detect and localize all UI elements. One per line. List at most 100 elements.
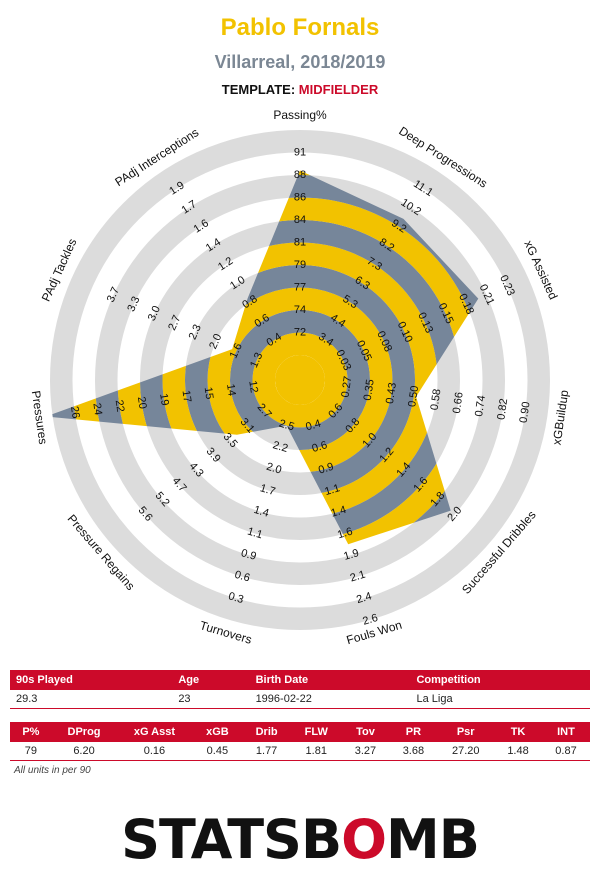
stats-header-6: Tov (341, 722, 390, 742)
axis-label-0: Passing% (273, 108, 327, 122)
tick-label-9-6: 3.3 (125, 295, 142, 314)
radar-band-0 (252, 332, 348, 428)
stats-header-8: Psr (437, 722, 495, 742)
radar-band-1 (230, 310, 370, 450)
tick-label-8-1: 14 (224, 383, 238, 397)
radar-chart: 727477798184868891Passing%3.44.45.36.37.… (29, 108, 572, 645)
template-value: MIDFIELDER (298, 82, 379, 97)
tick-label-0-5: 84 (294, 214, 306, 226)
stats-header-1: DProg (51, 722, 117, 742)
stats-header-row: P% DProg xG Asst xGB Drib FLW Tov PR Psr TK INT (10, 722, 590, 742)
tick-label-6-2: 2.0 (265, 461, 283, 477)
tick-label-3-6: 0.74 (473, 395, 488, 418)
tick-label-3-8: 0.90 (518, 401, 533, 424)
stats-header-4: Drib (242, 722, 291, 742)
tick-label-3-1: 0.35 (362, 379, 377, 402)
template-label: TEMPLATE: (221, 82, 296, 97)
stats-value-6: 3.27 (341, 742, 390, 761)
info-value-3: La Liga (410, 690, 590, 709)
tick-label-9-2: 2.0 (207, 332, 224, 351)
radar-center (275, 355, 325, 405)
stats-value-row: 79 6.20 0.16 0.45 1.77 1.81 3.27 3.68 27.20 1.48 0… (10, 742, 590, 761)
tick-label-9-5: 3.0 (146, 304, 163, 323)
stats-header-3: xGB (192, 722, 243, 742)
tick-label-8-6: 22 (113, 399, 127, 413)
tick-label-3-3: 0.50 (406, 385, 421, 408)
info-header-0: 90s Played (10, 670, 173, 690)
tick-label-5-5: 1.6 (336, 525, 354, 541)
tick-label-9-7: 3.7 (105, 285, 122, 304)
stats-value-3: 0.45 (192, 742, 243, 761)
info-value-2: 1996-02-22 (249, 690, 411, 709)
info-value-1: 23 (172, 690, 250, 709)
tick-label-5-0: 0.4 (304, 418, 322, 434)
tick-label-0-1: 74 (294, 304, 306, 316)
stats-header-5: FLW (290, 722, 342, 742)
tick-label-8-5: 20 (135, 396, 149, 410)
tick-label-8-8: 26 (68, 405, 82, 419)
stats-value-2: 0.16 (116, 742, 193, 761)
stats-value-7: 3.68 (389, 742, 438, 761)
stats-header-10: INT (542, 722, 590, 742)
tick-label-6-1: 2.2 (271, 439, 289, 455)
stats-value-5: 1.81 (290, 742, 342, 761)
info-header-2: Birth Date (249, 670, 411, 690)
info-value-0: 29.3 (10, 690, 173, 709)
template-line: TEMPLATE: MIDFIELDER (0, 82, 600, 97)
stats-header-7: PR (389, 722, 438, 742)
tick-label-8-4: 19 (157, 393, 171, 407)
stats-value-10: 0.87 (542, 742, 590, 761)
tick-label-9-3: 2.3 (187, 323, 204, 342)
info-header-row: 90s Played Age Birth Date Competition (10, 670, 590, 690)
team-season: Villarreal, 2018/2019 (214, 52, 386, 72)
tick-label-9-4: 2.7 (166, 313, 183, 332)
radar-ring-light-9 (50, 130, 550, 630)
tick-label-0-2: 77 (294, 281, 306, 293)
stats-header-2: xG Asst (116, 722, 193, 742)
info-table: 90s Played Age Birth Date Competition 29.3 2… (10, 670, 590, 709)
tick-label-8-0: 12 (246, 380, 260, 394)
tick-label-6-4: 1.4 (252, 504, 270, 520)
stats-value-8: 27.20 (437, 742, 495, 761)
tick-label-5-8: 2.4 (355, 590, 373, 606)
units-note: All units in per 90 (14, 765, 91, 776)
info-header-3: Competition (410, 670, 590, 690)
tick-label-5-1: 0.6 (311, 439, 329, 455)
stats-value-4: 1.77 (242, 742, 291, 761)
info-value-row: 29.3 23 1996-02-22 La Liga (10, 690, 590, 709)
tick-label-5-3: 1.1 (323, 482, 341, 498)
tick-label-3-7: 0.82 (495, 398, 510, 421)
stats-header-0: P% (10, 722, 52, 742)
tick-label-8-7: 24 (90, 402, 104, 416)
tick-label-9-0: 1.3 (248, 351, 265, 370)
stats-value-0: 79 (10, 742, 52, 761)
tick-label-0-4: 81 (294, 236, 306, 248)
tick-label-6-7: 0.6 (233, 569, 251, 585)
tick-label-0-0: 72 (294, 326, 306, 338)
tick-label-0-6: 86 (294, 191, 306, 203)
tick-label-5-9: 2.6 (361, 612, 379, 628)
tick-label-5-7: 2.1 (349, 569, 367, 585)
logo-text-right: MB (386, 808, 480, 871)
tick-label-0-8: 91 (294, 146, 306, 158)
tick-label-0-7: 88 (294, 169, 306, 181)
axis-label-8: Pressures (29, 390, 51, 445)
tick-label-6-5: 1.1 (246, 525, 264, 541)
tick-label-3-0: 0.27 (339, 375, 354, 398)
tick-label-3-5: 0.66 (451, 391, 466, 414)
tick-label-0-3: 79 (294, 259, 306, 271)
tick-label-6-6: 0.9 (240, 547, 258, 563)
tick-label-3-4: 0.58 (429, 388, 444, 411)
tick-label-5-6: 1.9 (342, 547, 360, 563)
axis-label-3: xGBuildup (550, 389, 572, 446)
stats-table: P% DProg xG Asst xGB Drib FLW Tov PR Psr TK INT 79… (10, 722, 590, 761)
stats-value-9: 1.48 (494, 742, 542, 761)
logo-text-left: STATSB (121, 808, 342, 871)
tick-label-3-2: 0.43 (384, 382, 399, 405)
tick-label-6-0: 2.5 (278, 418, 296, 434)
tick-label-6-3: 1.7 (259, 482, 277, 498)
tick-label-5-4: 1.4 (330, 504, 348, 520)
tick-label-5-2: 0.9 (317, 461, 335, 477)
player-name: Pablo Fornals (220, 14, 380, 41)
info-header-1: Age (172, 670, 250, 690)
